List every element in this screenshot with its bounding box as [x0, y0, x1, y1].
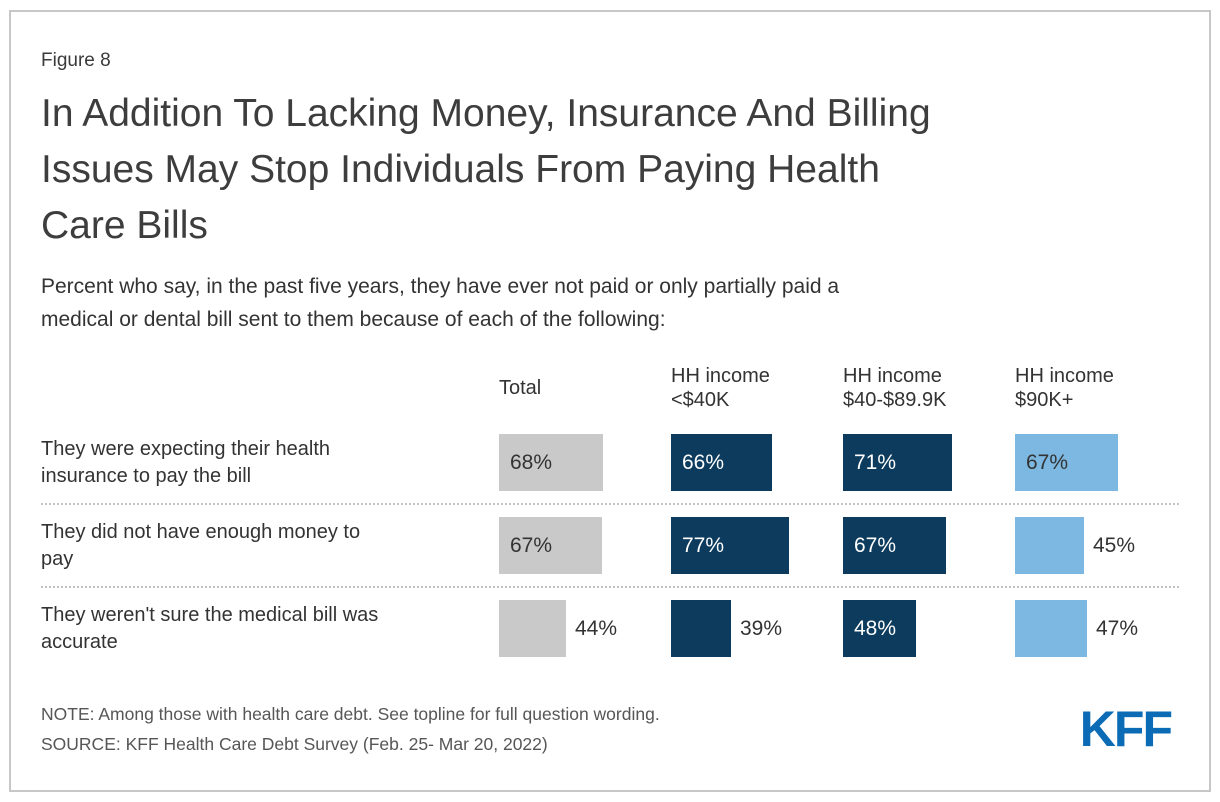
bar-cell: 48%	[843, 600, 1015, 657]
footer-notes: NOTE: Among those with health care debt.…	[41, 699, 660, 759]
page-title: In Addition To Lacking Money, Insurance …	[41, 86, 1179, 254]
bar-value-label: 47%	[1096, 616, 1139, 640]
bar-value-label: 68%	[510, 450, 553, 474]
bar-cell: 45%	[1015, 517, 1187, 574]
bar-value-label: 48%	[854, 616, 897, 640]
column-header-income-40-89k: HH income $40-$89.9K	[843, 365, 947, 411]
title-line-1: In Addition To Lacking Money, Insurance …	[41, 92, 931, 135]
column-header-income-under-40k: HH income <$40K	[671, 365, 770, 411]
bar-income-90k-plus	[1015, 517, 1084, 574]
bar-total	[499, 600, 566, 657]
bar-cell: 66%	[671, 434, 843, 491]
column-header-total: Total	[499, 377, 542, 399]
footer: NOTE: Among those with health care debt.…	[41, 699, 1179, 759]
row-label: They did not have enough money to pay	[41, 520, 361, 570]
title-line-3: Care Bills	[41, 204, 208, 247]
bar-cell: 44%	[499, 600, 671, 657]
bar-value-label: 67%	[854, 533, 897, 557]
note-text: NOTE: Among those with health care debt.…	[41, 704, 660, 724]
title-line-2: Issues May Stop Individuals From Paying …	[41, 148, 880, 191]
subtitle-line-1: Percent who say, in the past five years,…	[41, 275, 840, 298]
bar-income-under-40k	[671, 600, 731, 657]
bar-income-90k-plus: 67%	[1015, 434, 1118, 491]
bar-total: 67%	[499, 517, 602, 574]
subtitle: Percent who say, in the past five years,…	[41, 270, 1179, 336]
bar-cell: 77%	[671, 517, 843, 574]
bar-value-label: 71%	[854, 450, 897, 474]
bar-total: 68%	[499, 434, 603, 491]
bar-value-label: 67%	[510, 533, 553, 557]
bar-cell: 47%	[1015, 600, 1187, 657]
bar-income-under-40k: 77%	[671, 517, 789, 574]
bar-cell: 68%	[499, 434, 671, 491]
row-label: They were expecting their health insuran…	[41, 437, 331, 487]
bar-value-label: 44%	[575, 616, 618, 640]
column-header-income-90k-plus: HH income $90K+	[1015, 365, 1114, 411]
bar-income-under-40k: 66%	[671, 434, 772, 491]
bar-income-40-89k: 48%	[843, 600, 916, 657]
bar-chart: Total HH income <$40K HH income $40-$89.…	[41, 364, 1179, 669]
row-label: They weren't sure the medical bill was a…	[41, 603, 379, 653]
bar-cell: 67%	[499, 517, 671, 574]
figure-label: Figure 8	[41, 50, 111, 71]
bar-value-label: 67%	[1026, 450, 1069, 474]
bar-income-90k-plus	[1015, 600, 1087, 657]
bar-cell: 67%	[1015, 434, 1187, 491]
bar-value-label: 66%	[682, 450, 725, 474]
bar-cell: 67%	[843, 517, 1015, 574]
bar-income-40-89k: 67%	[843, 517, 946, 574]
chart-row-insurance: They were expecting their health insuran…	[41, 422, 1179, 505]
source-text: SOURCE: KFF Health Care Debt Survey (Feb…	[41, 734, 548, 754]
subtitle-line-2: medical or dental bill sent to them beca…	[41, 308, 666, 331]
bar-cell: 71%	[843, 434, 1015, 491]
bar-value-label: 39%	[740, 616, 783, 640]
column-header-row: Total HH income <$40K HH income $40-$89.…	[41, 364, 1179, 412]
chart-row-not-enough-money: They did not have enough money to pay 67…	[41, 505, 1179, 588]
figure-card: Figure 8 In Addition To Lacking Money, I…	[9, 10, 1211, 792]
kff-logo: KFF	[1079, 701, 1173, 757]
bar-income-40-89k: 71%	[843, 434, 952, 491]
bar-value-label: 45%	[1093, 533, 1136, 557]
bar-value-label: 77%	[682, 533, 725, 557]
chart-row-bill-accuracy: They weren't sure the medical bill was a…	[41, 588, 1179, 669]
bar-cell: 39%	[671, 600, 843, 657]
